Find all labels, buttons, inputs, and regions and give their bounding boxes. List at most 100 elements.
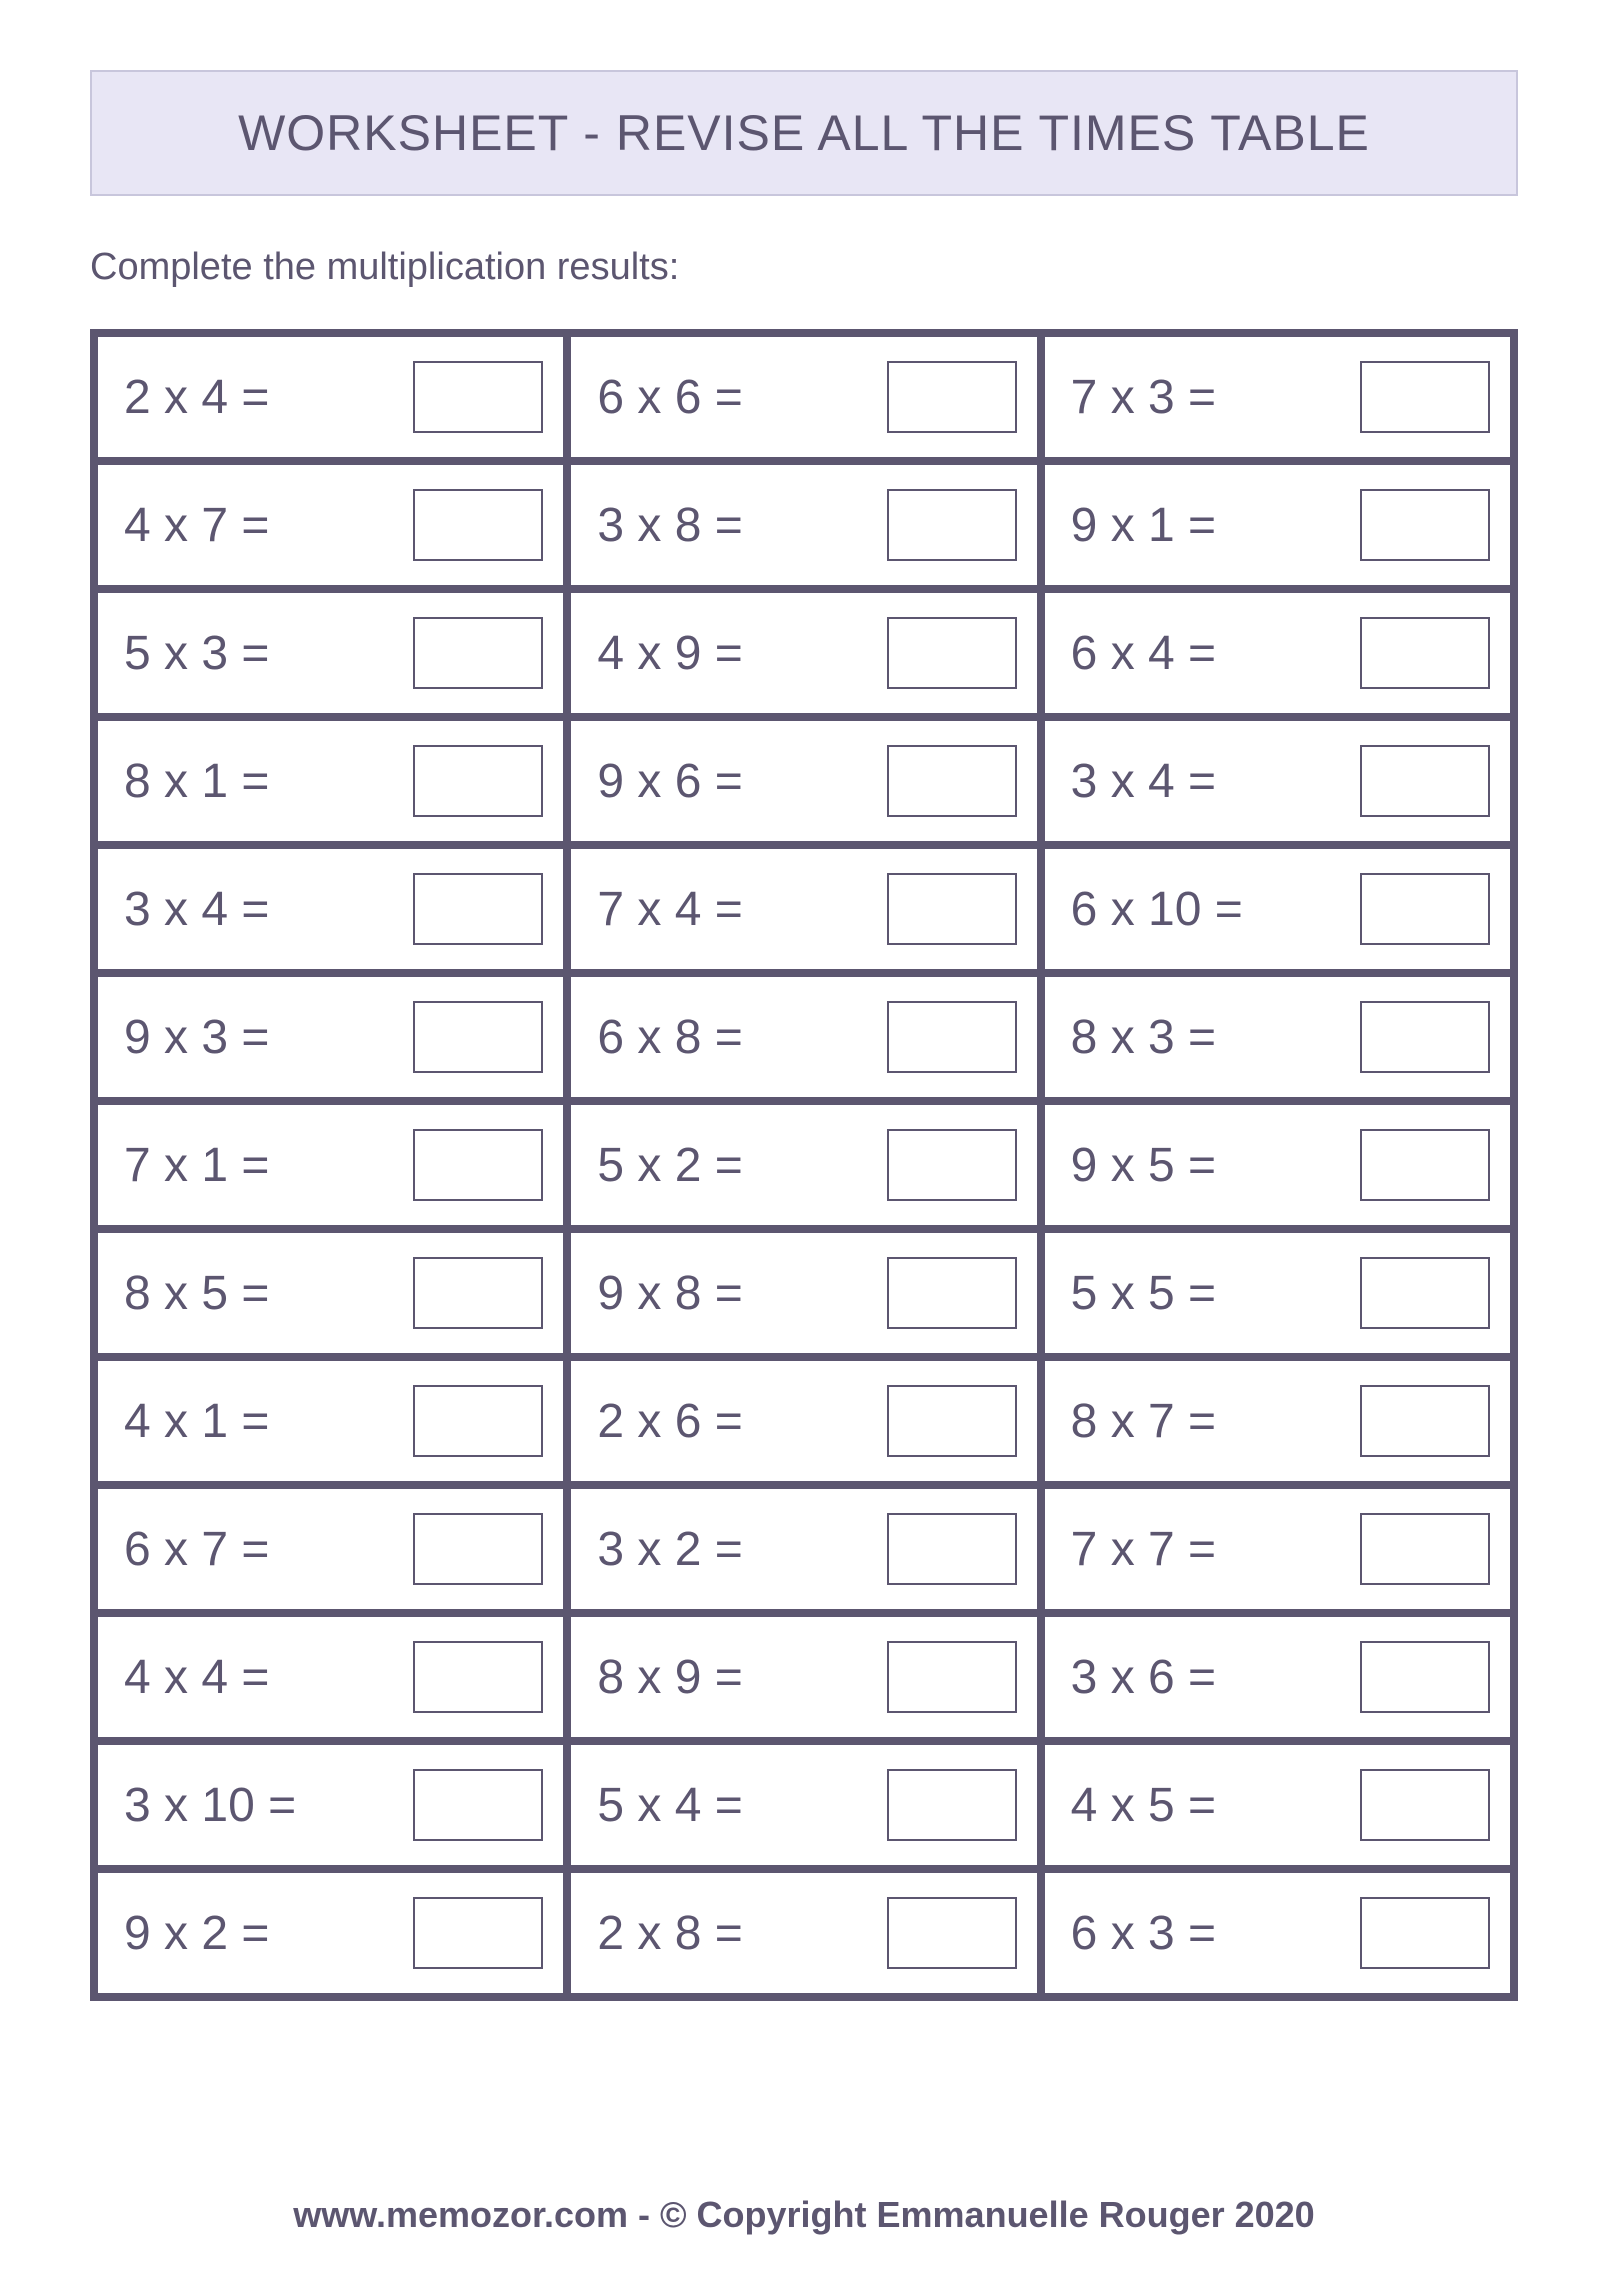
problem-cell: 5 x 3 = bbox=[94, 589, 567, 717]
problem-expression: 8 x 3 = bbox=[1071, 1010, 1216, 1065]
answer-box[interactable] bbox=[887, 1641, 1017, 1713]
problem-expression: 9 x 2 = bbox=[124, 1906, 269, 1961]
answer-box[interactable] bbox=[887, 1897, 1017, 1969]
answer-box[interactable] bbox=[1360, 489, 1490, 561]
problem-cell: 4 x 4 = bbox=[94, 1613, 567, 1741]
problem-expression: 4 x 5 = bbox=[1071, 1778, 1216, 1833]
answer-box[interactable] bbox=[413, 1385, 543, 1457]
problem-expression: 7 x 4 = bbox=[597, 882, 742, 937]
answer-box[interactable] bbox=[413, 1001, 543, 1073]
problem-expression: 2 x 4 = bbox=[124, 370, 269, 425]
answer-box[interactable] bbox=[887, 617, 1017, 689]
problem-cell: 9 x 6 = bbox=[567, 717, 1040, 845]
answer-box[interactable] bbox=[413, 1897, 543, 1969]
problem-cell: 6 x 7 = bbox=[94, 1485, 567, 1613]
problem-expression: 7 x 1 = bbox=[124, 1138, 269, 1193]
answer-box[interactable] bbox=[413, 617, 543, 689]
problem-cell: 3 x 4 = bbox=[94, 845, 567, 973]
answer-box[interactable] bbox=[1360, 1769, 1490, 1841]
answer-box[interactable] bbox=[413, 745, 543, 817]
problem-expression: 5 x 5 = bbox=[1071, 1266, 1216, 1321]
answer-box[interactable] bbox=[1360, 1129, 1490, 1201]
problem-cell: 4 x 9 = bbox=[567, 589, 1040, 717]
problem-cell: 6 x 4 = bbox=[1041, 589, 1514, 717]
answer-box[interactable] bbox=[887, 1129, 1017, 1201]
problem-cell: 7 x 7 = bbox=[1041, 1485, 1514, 1613]
answer-box[interactable] bbox=[887, 1001, 1017, 1073]
problem-cell: 8 x 3 = bbox=[1041, 973, 1514, 1101]
problem-expression: 7 x 7 = bbox=[1071, 1522, 1216, 1577]
instruction-text: Complete the multiplication results: bbox=[90, 246, 1518, 289]
title-banner: WORKSHEET - REVISE ALL THE TIMES TABLE bbox=[90, 70, 1518, 196]
answer-box[interactable] bbox=[887, 489, 1017, 561]
problem-expression: 8 x 9 = bbox=[597, 1650, 742, 1705]
answer-box[interactable] bbox=[1360, 1257, 1490, 1329]
answer-box[interactable] bbox=[413, 361, 543, 433]
answer-box[interactable] bbox=[1360, 617, 1490, 689]
problem-cell: 3 x 6 = bbox=[1041, 1613, 1514, 1741]
answer-box[interactable] bbox=[887, 1769, 1017, 1841]
answer-box[interactable] bbox=[1360, 1897, 1490, 1969]
problem-expression: 9 x 1 = bbox=[1071, 498, 1216, 553]
answer-box[interactable] bbox=[1360, 1513, 1490, 1585]
answer-box[interactable] bbox=[887, 1385, 1017, 1457]
problem-cell: 8 x 7 = bbox=[1041, 1357, 1514, 1485]
answer-box[interactable] bbox=[413, 1769, 543, 1841]
answer-box[interactable] bbox=[413, 1641, 543, 1713]
answer-box[interactable] bbox=[413, 873, 543, 945]
problem-cell: 6 x 6 = bbox=[567, 333, 1040, 461]
problem-cell: 2 x 6 = bbox=[567, 1357, 1040, 1485]
problem-expression: 8 x 5 = bbox=[124, 1266, 269, 1321]
problem-expression: 6 x 7 = bbox=[124, 1522, 269, 1577]
answer-box[interactable] bbox=[887, 361, 1017, 433]
answer-box[interactable] bbox=[413, 489, 543, 561]
problem-cell: 9 x 3 = bbox=[94, 973, 567, 1101]
problem-expression: 2 x 8 = bbox=[597, 1906, 742, 1961]
problem-cell: 9 x 1 = bbox=[1041, 461, 1514, 589]
problem-expression: 3 x 8 = bbox=[597, 498, 742, 553]
problem-cell: 9 x 2 = bbox=[94, 1869, 567, 1997]
answer-box[interactable] bbox=[413, 1257, 543, 1329]
problems-grid: 2 x 4 =6 x 6 =7 x 3 =4 x 7 =3 x 8 =9 x 1… bbox=[90, 329, 1518, 2001]
answer-box[interactable] bbox=[1360, 1641, 1490, 1713]
problem-expression: 6 x 8 = bbox=[597, 1010, 742, 1065]
problem-expression: 8 x 1 = bbox=[124, 754, 269, 809]
answer-box[interactable] bbox=[1360, 873, 1490, 945]
answer-box[interactable] bbox=[887, 873, 1017, 945]
problem-expression: 6 x 3 = bbox=[1071, 1906, 1216, 1961]
problem-cell: 4 x 5 = bbox=[1041, 1741, 1514, 1869]
answer-box[interactable] bbox=[887, 1513, 1017, 1585]
problem-cell: 9 x 5 = bbox=[1041, 1101, 1514, 1229]
answer-box[interactable] bbox=[1360, 361, 1490, 433]
problem-expression: 5 x 3 = bbox=[124, 626, 269, 681]
problem-cell: 5 x 5 = bbox=[1041, 1229, 1514, 1357]
problem-cell: 3 x 10 = bbox=[94, 1741, 567, 1869]
problem-cell: 3 x 2 = bbox=[567, 1485, 1040, 1613]
problem-expression: 9 x 6 = bbox=[597, 754, 742, 809]
answer-box[interactable] bbox=[413, 1129, 543, 1201]
problem-cell: 3 x 4 = bbox=[1041, 717, 1514, 845]
worksheet-title: WORKSHEET - REVISE ALL THE TIMES TABLE bbox=[112, 104, 1496, 162]
problem-cell: 6 x 10 = bbox=[1041, 845, 1514, 973]
problem-expression: 6 x 10 = bbox=[1071, 882, 1243, 937]
answer-box[interactable] bbox=[413, 1513, 543, 1585]
problem-expression: 4 x 4 = bbox=[124, 1650, 269, 1705]
problem-cell: 4 x 1 = bbox=[94, 1357, 567, 1485]
answer-box[interactable] bbox=[887, 745, 1017, 817]
problem-expression: 2 x 6 = bbox=[597, 1394, 742, 1449]
copyright-footer: www.memozor.com - © Copyright Emmanuelle… bbox=[0, 2194, 1608, 2236]
problem-expression: 7 x 3 = bbox=[1071, 370, 1216, 425]
problem-expression: 5 x 4 = bbox=[597, 1778, 742, 1833]
answer-box[interactable] bbox=[1360, 745, 1490, 817]
problem-cell: 8 x 1 = bbox=[94, 717, 567, 845]
problem-expression: 9 x 3 = bbox=[124, 1010, 269, 1065]
problem-expression: 6 x 6 = bbox=[597, 370, 742, 425]
answer-box[interactable] bbox=[1360, 1001, 1490, 1073]
answer-box[interactable] bbox=[1360, 1385, 1490, 1457]
answer-box[interactable] bbox=[887, 1257, 1017, 1329]
problem-expression: 6 x 4 = bbox=[1071, 626, 1216, 681]
problem-cell: 5 x 2 = bbox=[567, 1101, 1040, 1229]
problem-expression: 9 x 8 = bbox=[597, 1266, 742, 1321]
problem-cell: 8 x 9 = bbox=[567, 1613, 1040, 1741]
problem-cell: 7 x 1 = bbox=[94, 1101, 567, 1229]
